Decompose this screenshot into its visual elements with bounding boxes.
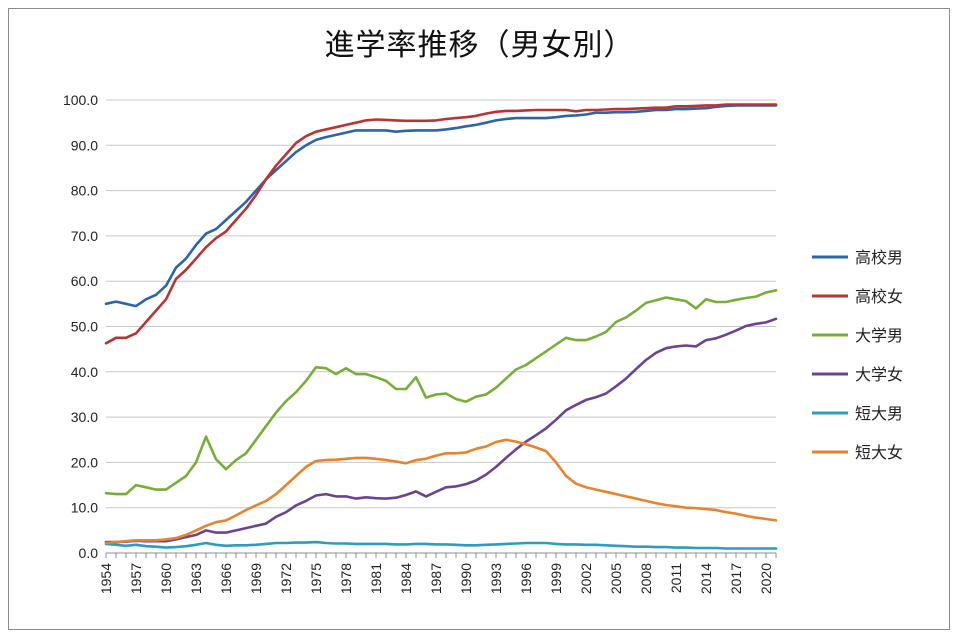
y-tick-label: 90.0 [71,137,98,153]
series-line [104,438,778,545]
y-tick-label: 100.0 [63,92,98,108]
x-tick-label: 1969 [248,563,264,594]
x-tick-label: 1993 [488,563,504,594]
chart-frame [8,8,950,630]
gridlines [106,99,776,554]
y-tick-label: 40.0 [71,364,98,380]
series-lines [104,103,778,550]
series-line [104,317,778,544]
x-tick-label: 1984 [398,563,414,594]
legend-label: 短大男 [855,404,903,423]
x-tick-label: 2002 [578,563,594,594]
x-tick-label: 1975 [308,563,324,594]
y-tick-label: 20.0 [71,454,98,470]
x-tick-label: 1972 [278,563,294,594]
y-tick-label: 80.0 [71,183,98,199]
legend-label: 短大女 [855,443,903,462]
legend-label: 大学男 [855,326,903,345]
x-tick-label: 2014 [698,563,714,594]
legend-label: 大学女 [855,365,903,384]
y-tick-label: 70.0 [71,228,98,244]
series-line [104,540,778,550]
y-tick-label: 0.0 [79,545,99,561]
x-tick-label: 1960 [158,563,174,594]
x-axis: 1954 1957 1960 1963 1966 1969 1972 1975 1978 1981… [98,552,777,594]
x-tick-label: 2008 [638,563,654,594]
x-tick-label: 1954 [98,563,114,594]
x-tick-label: 2017 [728,563,744,594]
x-tick-label: 1957 [128,563,144,594]
y-tick-label: 60.0 [71,273,98,289]
y-axis: 0.0 10.0 20.0 30.0 40.0 50.0 60.0 70.0 80.0 90.0 1… [63,92,98,561]
x-tick-label: 1963 [188,563,204,594]
x-tick-label: 1990 [458,563,474,594]
x-tick-label: 1978 [338,563,354,594]
legend-label: 高校男 [855,248,903,267]
x-tick-label: 2005 [608,563,624,594]
series-line [104,288,778,496]
x-tick-label: 1966 [218,563,234,594]
y-tick-label: 30.0 [71,409,98,425]
y-tick-label: 50.0 [71,319,98,335]
x-tick-label: 2011 [668,563,684,593]
y-tick-label: 10.0 [71,500,98,516]
chart-title: 進学率推移（男女別） [324,28,635,63]
x-tick-label: 1996 [518,563,534,594]
x-tick-label: 1999 [548,563,564,594]
legend-label: 高校女 [855,287,903,306]
series-line [104,104,778,308]
x-tick-label: 1987 [428,563,444,594]
x-tick-label: 2020 [758,563,774,594]
x-tick-label: 1981 [368,563,384,594]
series-line [104,103,778,345]
